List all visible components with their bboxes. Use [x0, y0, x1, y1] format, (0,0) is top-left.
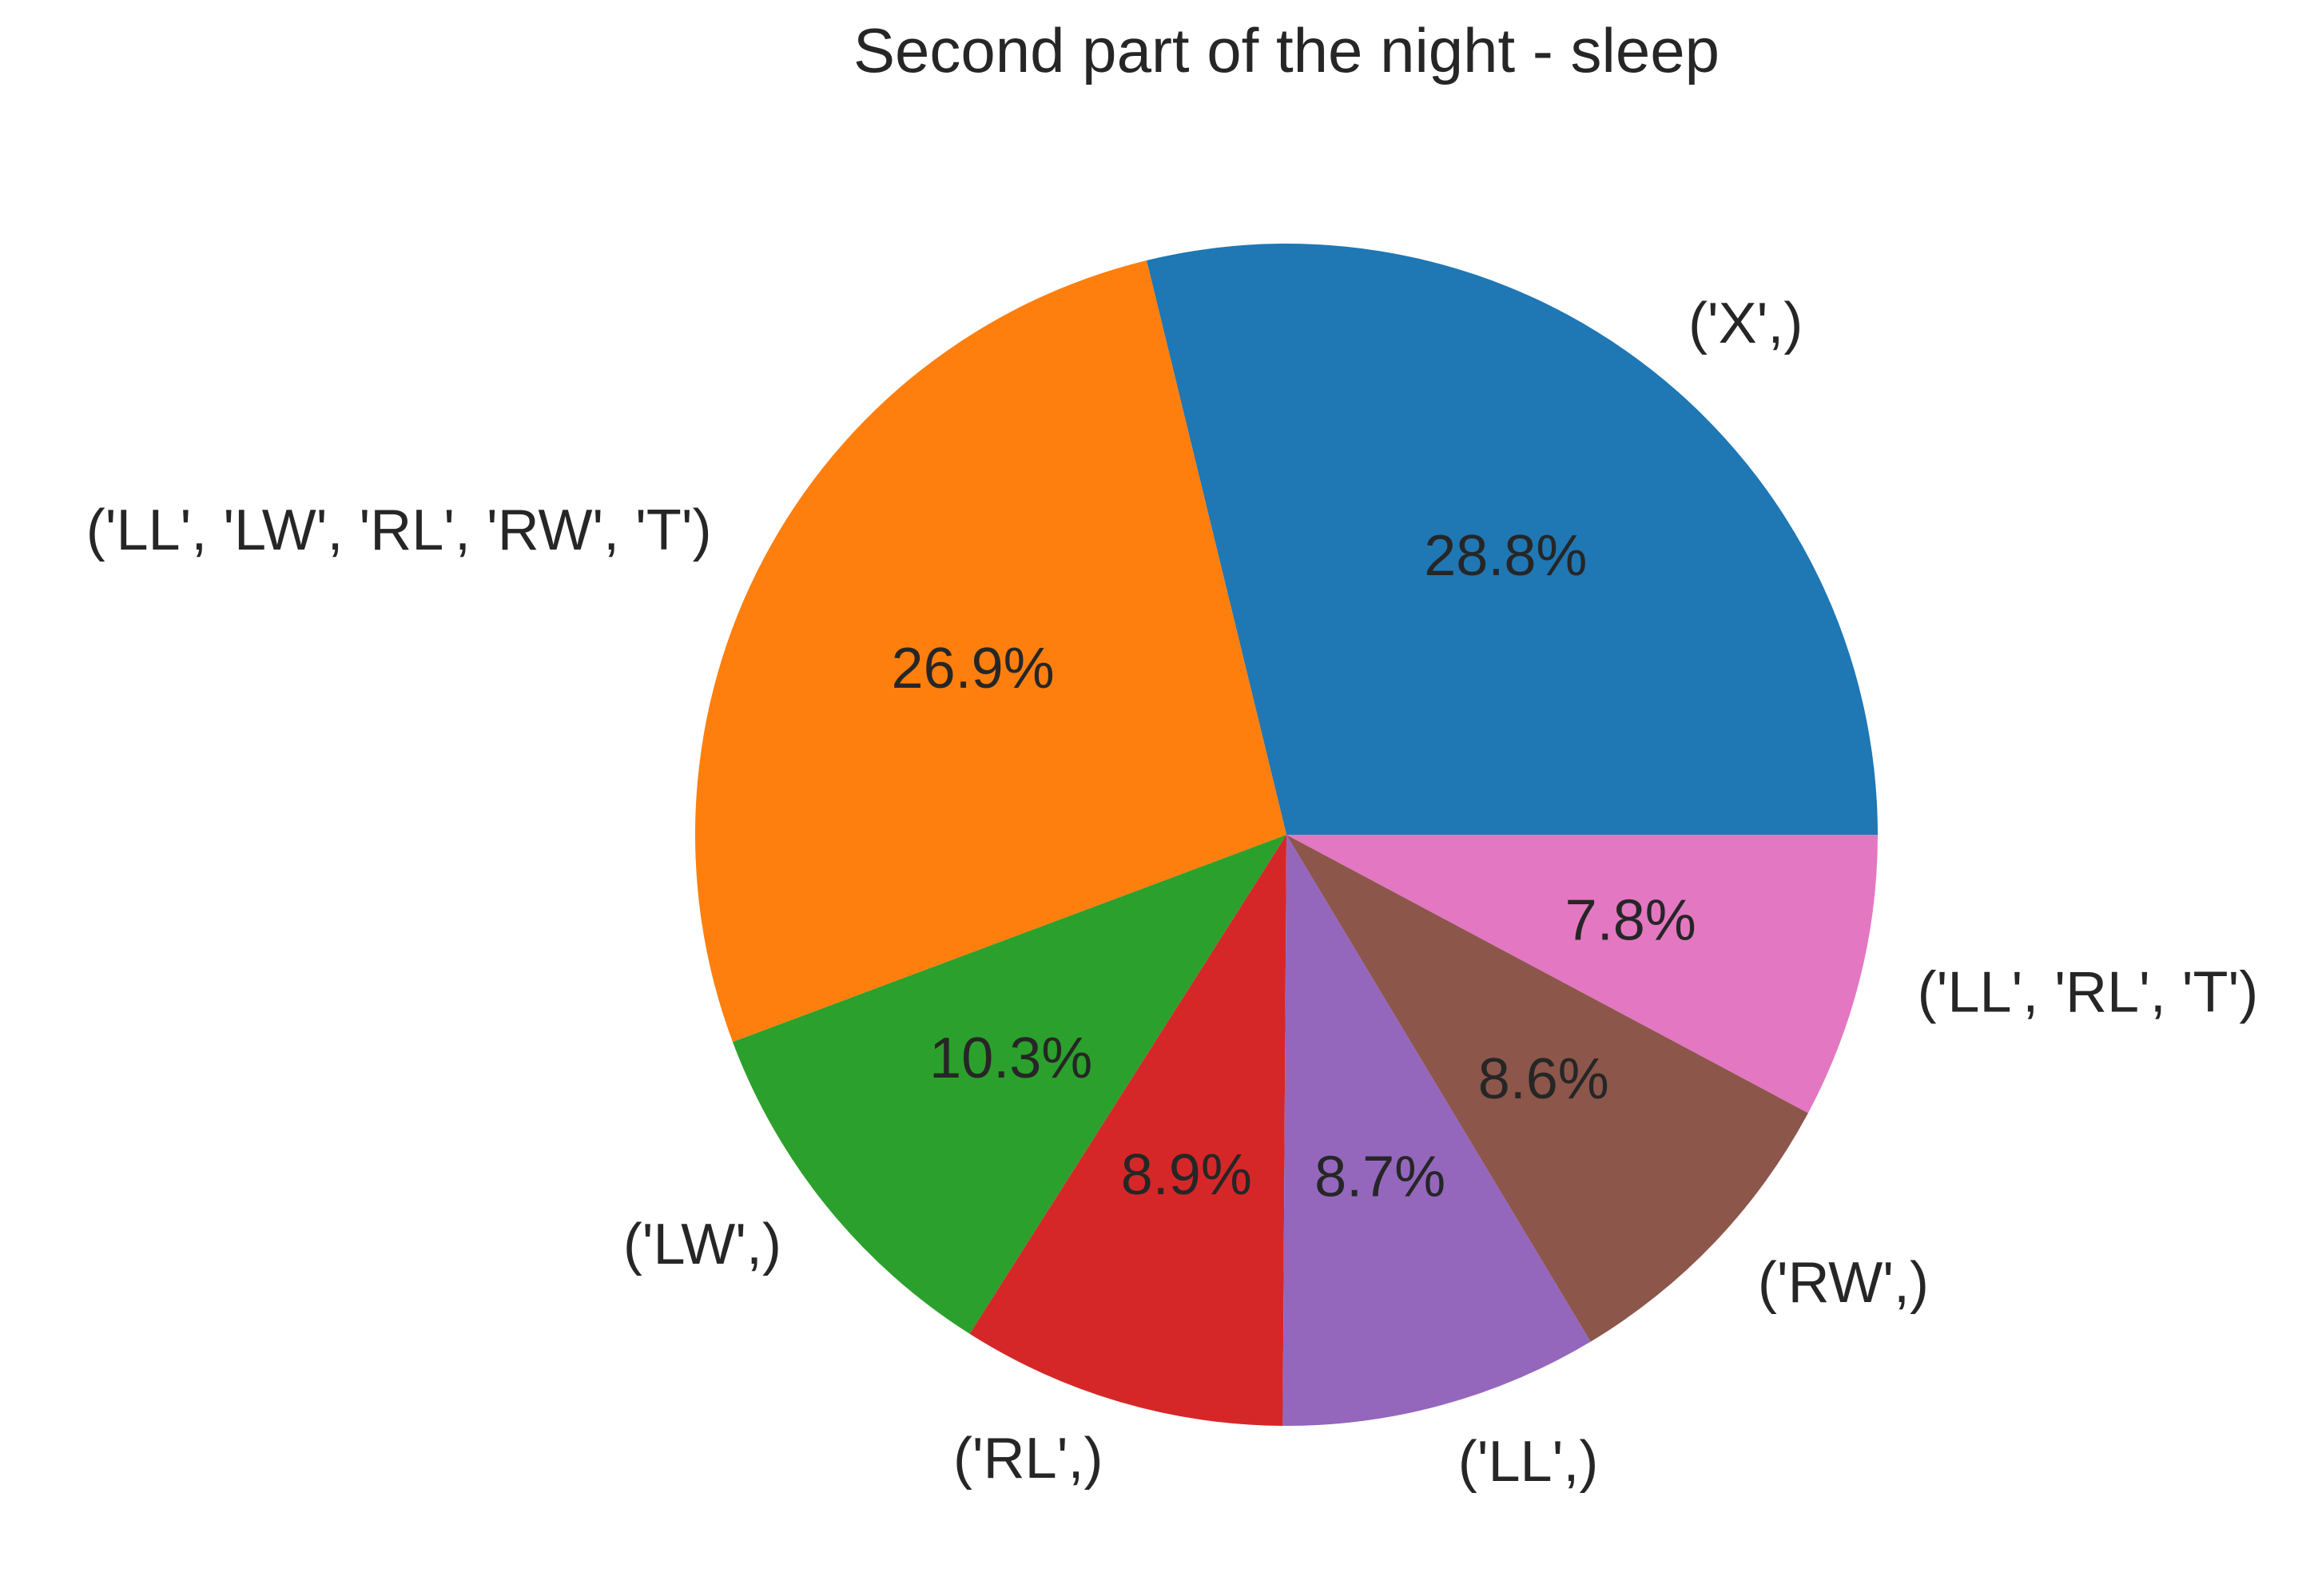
pie-labels: 28.8% ('X',) 26.9% ('LL', 'LW', 'RL', 'RW',… [86, 292, 2258, 1494]
pie-percent-label: 8.9% [1121, 1143, 1252, 1207]
pie-category-label: ('LL', 'RL', 'T') [1918, 960, 2259, 1024]
pie-category-label: ('X',) [1688, 292, 1803, 355]
pie-slice-2 [732, 835, 1286, 1334]
pie-category-label: ('RW',) [1758, 1251, 1929, 1315]
pie-slices [694, 243, 1878, 1427]
pie-category-label: ('LW',) [623, 1213, 781, 1276]
pie-percent-label: 10.3% [929, 1026, 1092, 1090]
pie-slice-4 [1282, 835, 1591, 1427]
pie-category-label: ('LL',) [1458, 1430, 1599, 1494]
chart-title: Second part of the night - sleep [853, 15, 1720, 85]
pie-percent-label: 8.7% [1314, 1145, 1445, 1209]
pie-percent-label: 26.9% [892, 637, 1055, 701]
pie-category-label: ('LL', 'LW', 'RL', 'RW', 'T') [86, 498, 712, 562]
pie-slice-6 [1286, 835, 1878, 1114]
pie-percent-label: 8.6% [1478, 1047, 1609, 1111]
pie-slice-3 [969, 835, 1286, 1426]
pie-slice-0 [1146, 243, 1878, 835]
pie-category-label: ('RL',) [953, 1427, 1103, 1491]
pie-slice-5 [1286, 835, 1808, 1342]
pie-percent-label: 28.8% [1424, 524, 1587, 588]
pie-slice-1 [694, 260, 1286, 1042]
pie-percent-label: 7.8% [1565, 889, 1696, 953]
